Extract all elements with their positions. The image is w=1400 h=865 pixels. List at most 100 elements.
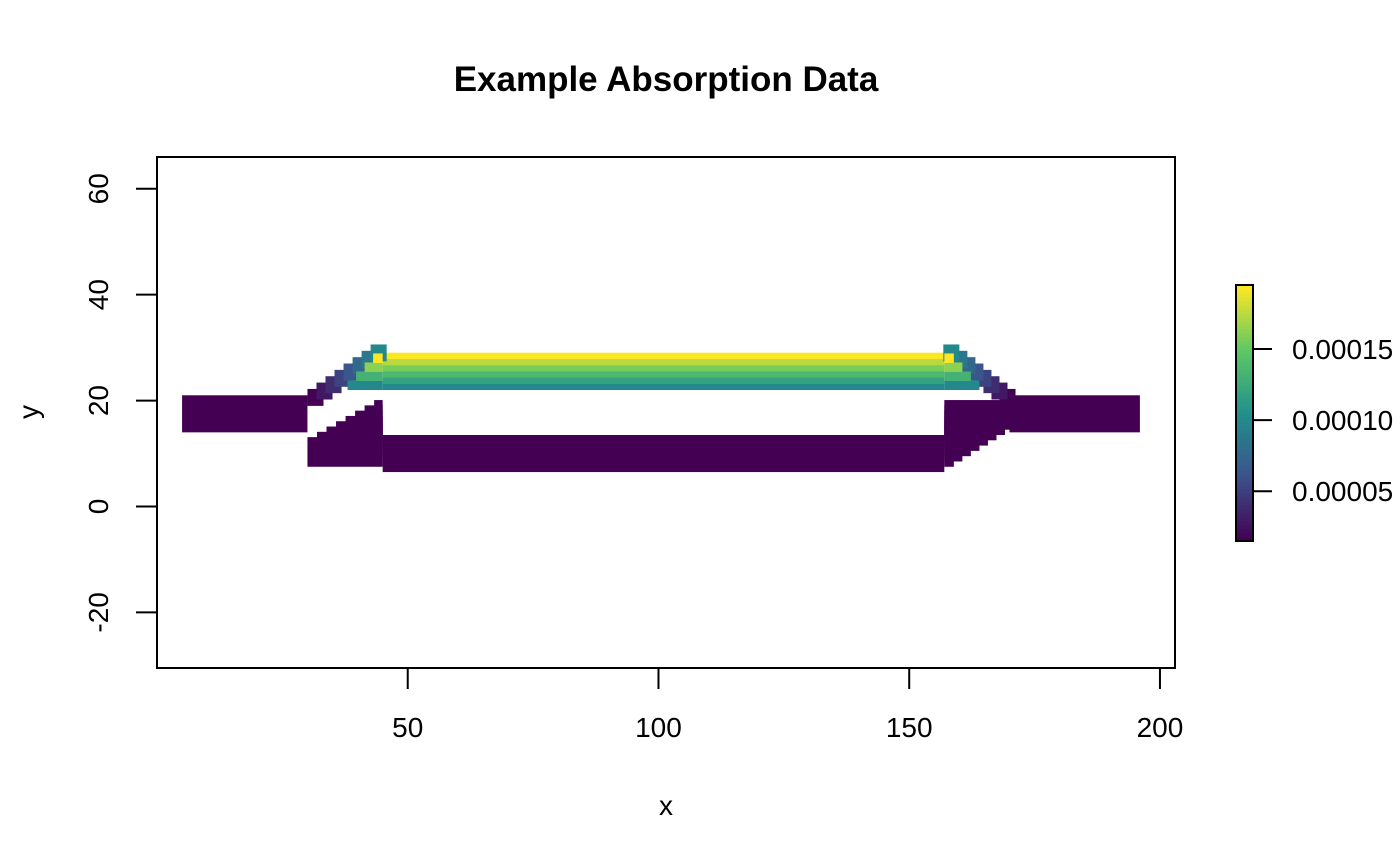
colorbar-swatch [1236, 325, 1253, 330]
x-tick-label: 50 [392, 712, 423, 743]
colorbar-swatch [1236, 337, 1253, 342]
colorbar-swatch [1236, 401, 1253, 406]
colorbar-swatch [1236, 469, 1253, 474]
x-axis: 50 100 150 200 [392, 667, 1184, 743]
colorbar-swatch [1236, 381, 1253, 386]
heatmap-area [182, 344, 1140, 473]
colorbar-swatch [1236, 293, 1253, 298]
colorbar-swatch [1236, 317, 1253, 322]
upper-arm-band [382, 352, 945, 360]
x-tick-label: 150 [886, 712, 933, 743]
upper-connector-right-tip [944, 362, 963, 372]
colorbar-tick-label: 0.00015 [1292, 334, 1393, 365]
colorbar: 0.00005 0.00010 0.00015 [1235, 284, 1393, 542]
colorbar-swatch [1236, 345, 1253, 350]
upper-connector-left-tip [364, 362, 383, 372]
lower-connector-left [374, 400, 383, 430]
y-tick-label: 60 [83, 173, 114, 204]
colorbar-swatch [1236, 533, 1253, 538]
colorbar-swatch [1236, 377, 1253, 382]
colorbar-swatch [1236, 481, 1253, 486]
output-waveguide [1009, 395, 1140, 433]
colorbar-swatch [1236, 429, 1253, 434]
colorbar-swatch [1236, 329, 1253, 334]
y-tick-label: 40 [83, 279, 114, 310]
upper-arm-band [382, 377, 945, 384]
colorbar-swatch [1236, 525, 1253, 530]
colorbar-swatch [1236, 405, 1253, 410]
upper-arm-band [382, 365, 945, 372]
colorbar-swatch [1236, 513, 1253, 518]
colorbar-swatch [1236, 385, 1253, 390]
colorbar-swatch [1236, 305, 1253, 310]
colorbar-swatch [1236, 485, 1253, 490]
colorbar-swatch [1236, 489, 1253, 494]
colorbar-swatch [1236, 357, 1253, 362]
colorbar-swatch [1236, 497, 1253, 502]
upper-connector-left-tip [356, 371, 383, 381]
colorbar-swatch [1236, 321, 1253, 326]
colorbar-tick-label: 0.00005 [1292, 476, 1393, 507]
colorbar-swatch [1236, 389, 1253, 394]
upper-arm-band [382, 358, 945, 366]
colorbar-swatch [1236, 537, 1253, 542]
colorbar-swatch [1236, 297, 1253, 302]
colorbar-swatch [1236, 341, 1253, 346]
y-axis-label: y [13, 405, 44, 419]
chart-title: Example Absorption Data [454, 60, 879, 99]
colorbar-swatch [1236, 425, 1253, 430]
colorbar-swatch [1236, 453, 1253, 458]
upper-connector-right-tip [944, 380, 980, 390]
colorbar-swatch [1236, 313, 1253, 318]
colorbar-swatch [1236, 417, 1253, 422]
y-axis: -20 0 20 40 60 [83, 173, 158, 633]
colorbar-swatch [1236, 393, 1253, 398]
colorbar-swatch [1236, 289, 1253, 294]
colorbar-swatch [1236, 461, 1253, 466]
x-tick-label: 200 [1137, 712, 1184, 743]
upper-connector-right-tip [944, 371, 971, 381]
colorbar-swatch [1236, 369, 1253, 374]
colorbar-swatch [1236, 309, 1253, 314]
colorbar-swatch [1236, 441, 1253, 446]
colorbar-swatch [1236, 457, 1253, 462]
colorbar-swatch [1236, 397, 1253, 402]
upper-connector-left-tip [373, 353, 383, 363]
upper-arm-band [382, 371, 945, 378]
colorbar-swatch [1236, 465, 1253, 470]
x-tick-label: 100 [635, 712, 682, 743]
colorbar-swatch [1236, 437, 1253, 442]
colorbar-swatch [1236, 349, 1253, 354]
colorbar-frame [1235, 284, 1254, 542]
upper-connector-left-tip [347, 380, 383, 390]
colorbar-swatch [1236, 501, 1253, 506]
colorbar-swatch [1236, 529, 1253, 534]
colorbar-swatch [1236, 473, 1253, 478]
y-tick-label: 20 [83, 385, 114, 416]
lower-arm [382, 435, 945, 473]
colorbar-swatch [1236, 505, 1253, 510]
colorbar-swatch [1236, 449, 1253, 454]
colorbar-swatch [1236, 353, 1253, 358]
colorbar-swatch [1236, 421, 1253, 426]
colorbar-swatch [1236, 373, 1253, 378]
colorbar-swatch [1236, 493, 1253, 498]
colorbar-swatch [1236, 413, 1253, 418]
colorbar-swatch [1236, 409, 1253, 414]
colorbar-swatch [1236, 433, 1253, 438]
upper-arm-band [382, 383, 945, 390]
upper-connector-right-tip [944, 353, 954, 363]
colorbar-swatch [1236, 361, 1253, 366]
colorbar-swatch [1236, 521, 1253, 526]
y-tick-label: 0 [83, 499, 114, 515]
colorbar-swatch [1236, 285, 1253, 290]
colorbar-swatch [1236, 333, 1253, 338]
colorbar-swatch [1236, 477, 1253, 482]
colorbar-swatch [1236, 365, 1253, 370]
input-waveguide [182, 395, 308, 433]
x-axis-label: x [659, 790, 673, 821]
y-tick-label: -20 [83, 592, 114, 632]
colorbar-swatch [1236, 517, 1253, 522]
colorbar-tick-label: 0.00010 [1292, 405, 1393, 436]
